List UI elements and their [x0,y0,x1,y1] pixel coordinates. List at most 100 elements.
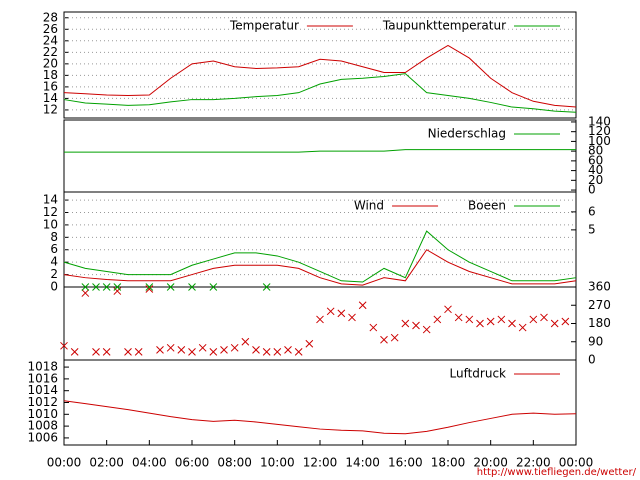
x-tick-label: 02:00 [89,456,124,470]
x-tick-label: 00:00 [47,456,82,470]
direction-point [422,325,431,334]
direction-point [188,283,196,291]
footer-url: http://www.tiefliegen.de/wetter/ [477,467,637,478]
y-tick-label: 26 [43,22,58,36]
direction-point [241,337,250,346]
y-tick-label: 1006 [27,430,58,444]
direction-point [262,348,271,356]
y-tick-label: 1010 [27,407,58,421]
y-tick-label: 120 [588,124,611,138]
y-tick-label: 1014 [27,383,58,397]
direction-point [454,313,463,322]
x-tick-label: 18:00 [431,456,466,470]
direction-point [369,323,378,332]
direction-point [433,315,442,324]
x-tick-label: 08:00 [217,456,252,470]
x-tick-label: 22:00 [516,456,551,470]
direction-point [92,348,100,356]
direction-point [316,315,324,324]
y-tick-label: 10 [43,217,58,231]
y-tick-label: 90 [588,334,603,348]
direction-point [134,348,143,356]
legend-label: Boeen [468,199,506,213]
y-tick-label: 8 [50,230,58,244]
direction-point [284,346,292,354]
direction-point [508,319,516,328]
y-tick-label: 14 [43,91,58,105]
y-tick-label: 1016 [27,371,58,385]
direction-point [486,317,495,326]
direction-point [252,346,260,354]
direction-point [220,346,228,354]
direction-point [166,343,175,352]
y-tick-label: 0 [588,183,596,197]
direction-point [102,348,111,356]
y-tick-label: 4 [50,255,58,269]
x-tick-label: 00:00 [559,456,594,470]
direction-point [380,335,388,344]
y-tick-label: 22 [43,45,58,59]
direction-point [540,313,548,322]
legend-label: Luftdruck [449,367,506,381]
y-tick-label: 0 [50,280,58,294]
direction-point [518,323,527,332]
direction-point [337,309,346,318]
y-tick-label: 14 [43,193,58,207]
direction-point [145,283,154,291]
direction-point [230,343,239,352]
y-tick-label: 60 [588,153,603,167]
x-tick-label: 20:00 [473,456,508,470]
direction-point [188,348,196,356]
direction-point [358,301,367,310]
legend-label: Wind [354,199,384,213]
y-tick-label: 12 [43,102,58,116]
direction-point [305,339,314,348]
y-tick-label: 180 [588,316,611,330]
x-tick-label: 10:00 [260,456,295,470]
direction-point [81,283,90,291]
direction-point [81,289,90,297]
y-tick-label: 16 [43,79,58,93]
panel-frame [63,11,577,119]
direction-point [113,283,122,291]
y-tick-label: 20 [43,56,58,70]
direction-point [92,283,100,291]
y2-tick-label: 6 [588,204,596,218]
legend-label: Niederschlag [428,127,506,141]
legend-label: Taupunkttemperatur [382,19,506,33]
x-tick-label: 14:00 [345,456,380,470]
y-tick-label: 140 [588,114,611,128]
direction-point [145,285,154,293]
y-tick-label: 24 [43,33,58,47]
direction-point [348,313,356,322]
y-tick-label: 20 [588,173,603,187]
direction-point [177,346,186,354]
y-tick-label: 28 [43,10,58,24]
y2-tick-label: 5 [588,222,596,236]
y-tick-label: 12 [43,205,58,219]
direction-point [476,319,484,328]
series-line [63,400,577,435]
direction-point [401,319,410,328]
y-tick-label: 100 [588,134,611,148]
series-line [64,149,576,153]
direction-point [113,287,122,295]
direction-point [262,283,271,291]
direction-point [198,343,207,352]
y-tick-label: 360 [588,280,611,294]
y-tick-label: 80 [588,144,603,158]
direction-point [529,315,538,324]
direction-point [70,348,79,356]
y-tick-label: 40 [588,163,603,177]
direction-point [209,283,218,291]
direction-point [497,315,506,324]
series-line [63,44,577,108]
series-line [63,73,577,113]
direction-point [412,321,420,330]
direction-point [465,315,474,324]
x-tick-label: 16:00 [388,456,423,470]
y-tick-label: 0 [588,353,596,367]
direction-point [273,348,282,356]
y-tick-label: 18 [43,68,58,82]
direction-point [156,346,164,354]
